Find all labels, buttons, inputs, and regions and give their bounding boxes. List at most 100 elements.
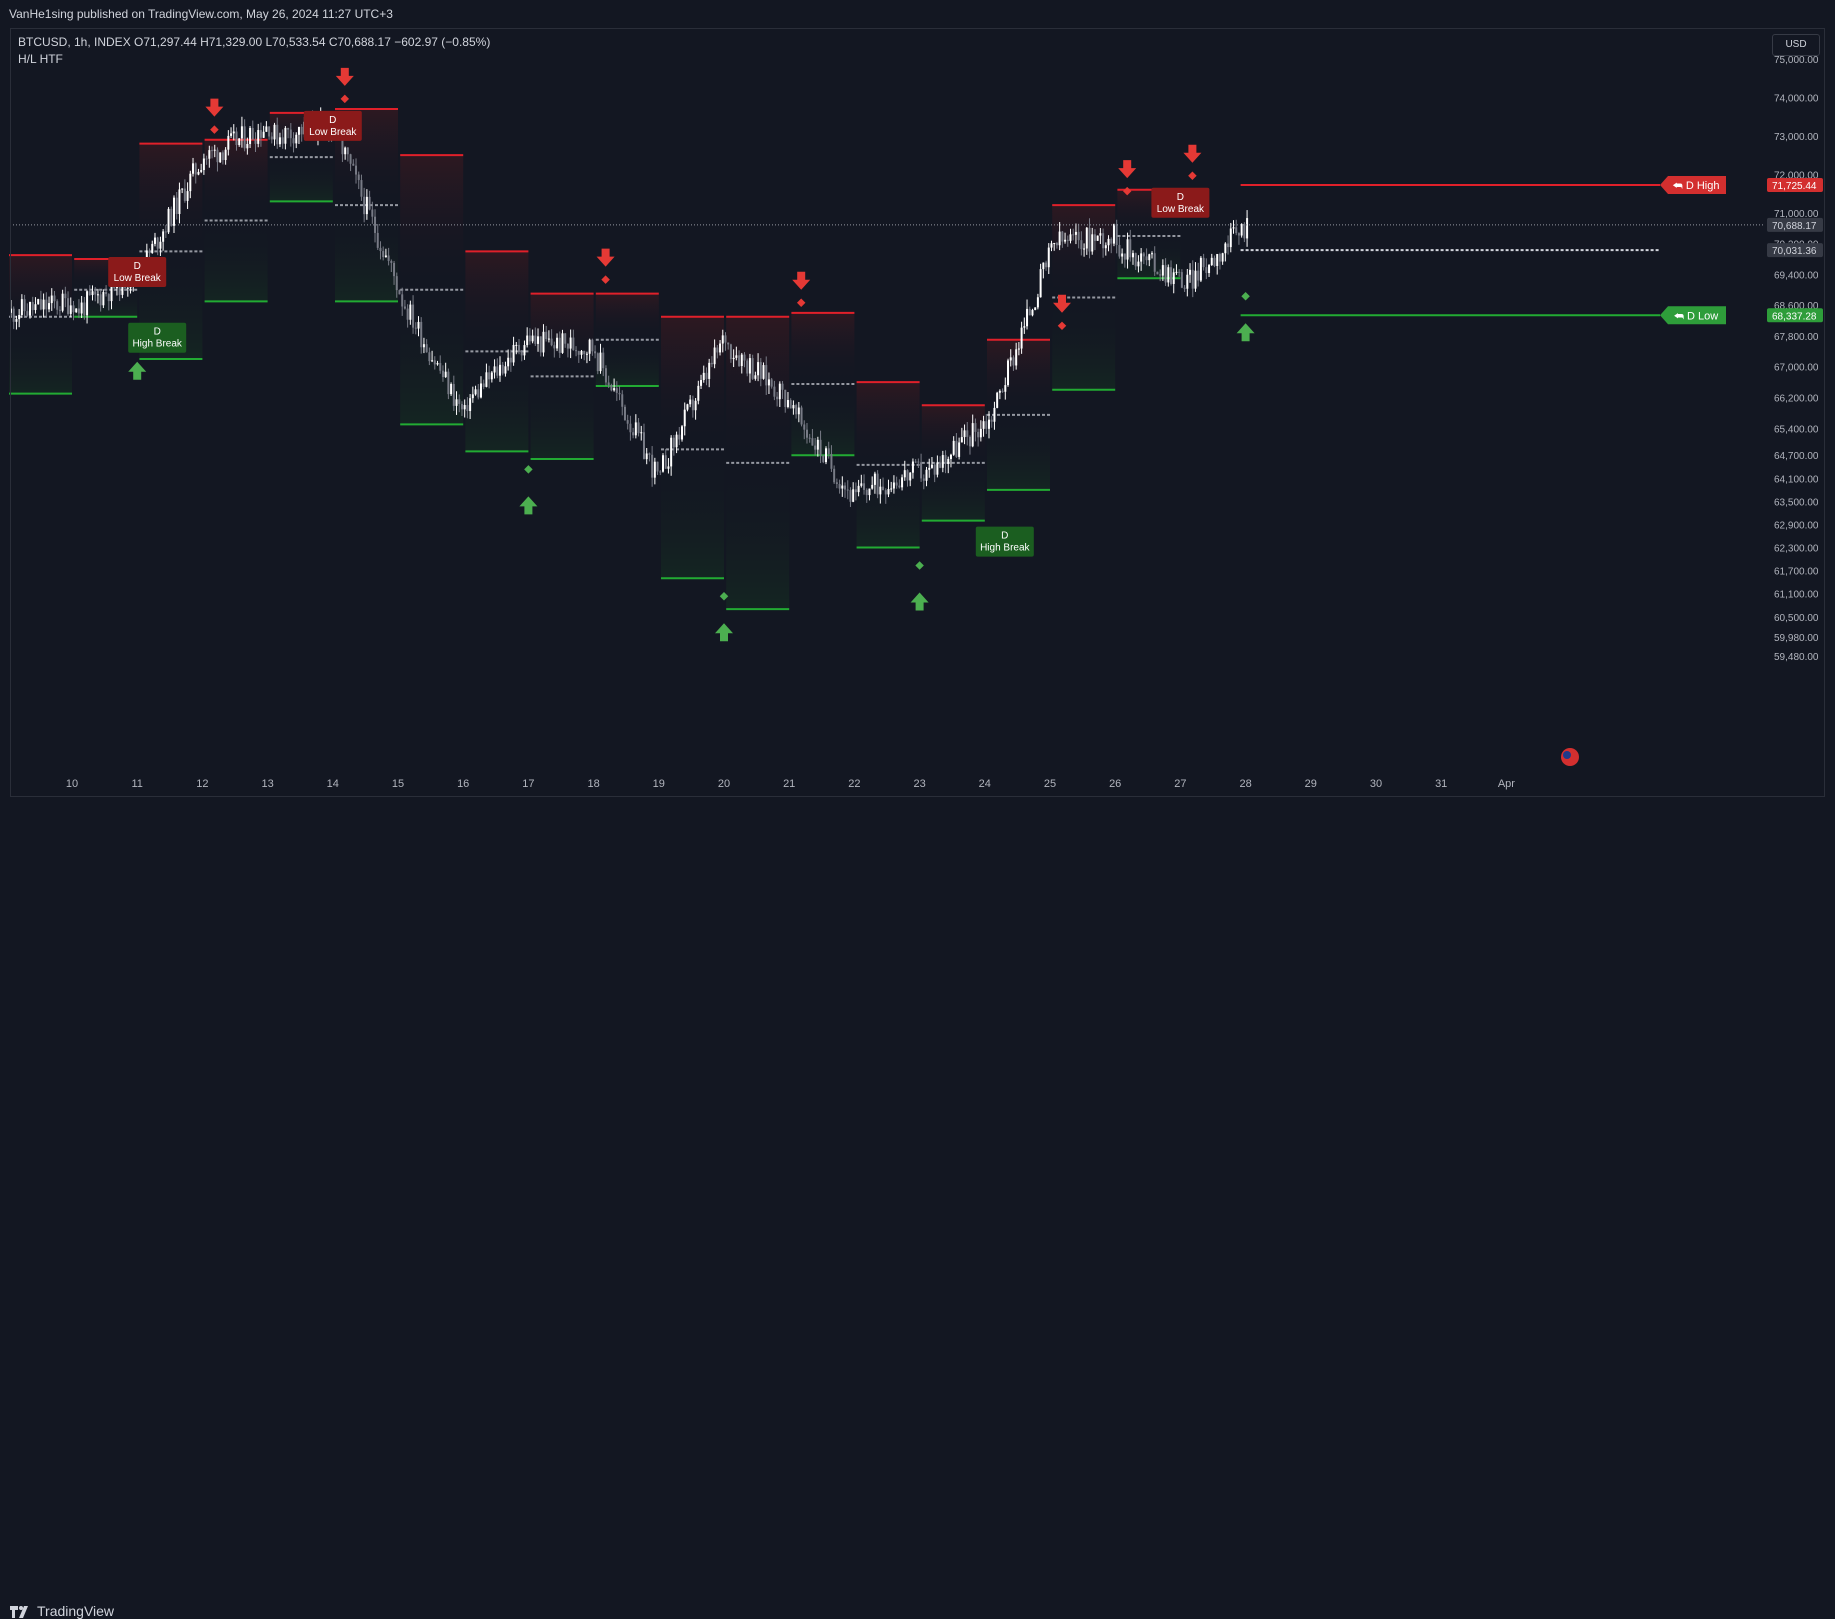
candle-body: [952, 440, 955, 455]
candle-body: [428, 352, 431, 362]
candle-body: [795, 405, 798, 415]
candle-body: [1026, 308, 1029, 327]
time-tick-label: 14: [327, 778, 339, 790]
candle-body: [990, 419, 993, 422]
up-arrow-icon: [715, 623, 733, 642]
candle-body: [1237, 233, 1240, 236]
candle-body: [1183, 287, 1186, 289]
candle-body: [629, 423, 632, 433]
candle-body: [966, 430, 969, 437]
candle-body: [1004, 385, 1007, 392]
candle-body: [460, 403, 463, 410]
price-tick-label: 75,000.00: [1774, 55, 1819, 66]
candle-body: [1099, 233, 1102, 236]
candle-body: [805, 429, 808, 438]
symbol-legend[interactable]: BTCUSD, 1h, INDEX O71,297.44 H71,329.00 …: [18, 35, 491, 49]
last-price-tag: 70,688.17: [1772, 221, 1817, 232]
candle-body: [719, 343, 722, 353]
candle-body: [281, 137, 284, 144]
candle-body: [45, 299, 48, 310]
candle-body: [528, 335, 531, 342]
candle-body: [417, 321, 420, 329]
candle-body: [409, 304, 412, 320]
candle-body: [618, 392, 621, 395]
candle-body: [911, 461, 914, 473]
candle-body: [273, 124, 276, 140]
time-tick-label: 21: [783, 778, 795, 790]
candle-body: [151, 243, 154, 254]
candle-body: [700, 380, 703, 386]
price-tick-label: 72,000.00: [1774, 170, 1819, 181]
candle-body: [29, 302, 32, 316]
tradingview-logo: TradingView: [10, 1603, 114, 1619]
candle-body: [705, 372, 708, 379]
candle-body: [596, 353, 599, 372]
candle-body: [469, 398, 472, 412]
up-arrow-icon: [519, 496, 538, 515]
candle-body: [58, 309, 61, 311]
candle-body: [632, 432, 635, 436]
candle-body: [88, 291, 91, 296]
candle-body: [610, 384, 613, 391]
price-tick-label: 69,400.00: [1774, 270, 1819, 281]
time-tick-label: 31: [1435, 778, 1447, 790]
candle-body: [156, 237, 159, 249]
candle-body: [276, 124, 279, 145]
time-tick-label: 26: [1109, 778, 1121, 790]
candle-body: [268, 126, 271, 137]
candle-body: [48, 303, 51, 310]
d-high-label: ⮪ D High: [1673, 180, 1720, 192]
candle-body: [841, 485, 844, 489]
candle-body: [1058, 231, 1061, 246]
candle-body: [72, 305, 75, 313]
candle-body: [18, 314, 21, 320]
candle-body: [634, 422, 637, 436]
candle-body: [770, 379, 773, 387]
candle-body: [1142, 253, 1145, 257]
candle-body: [1137, 261, 1140, 267]
candle-body: [509, 357, 512, 363]
low-price-tag: 68,337.28: [1772, 311, 1817, 322]
candle-body: [960, 437, 963, 443]
candle-body: [39, 299, 42, 310]
candle-body: [1159, 274, 1162, 276]
candle-body: [691, 399, 694, 411]
candle-body: [895, 482, 898, 486]
break-label-tf: D: [1001, 531, 1008, 542]
candle-body: [727, 342, 730, 345]
candle-body: [1197, 270, 1200, 281]
candle-body: [96, 294, 99, 296]
candle-body: [300, 126, 303, 135]
candle-body: [977, 431, 980, 438]
candle-body: [387, 255, 390, 261]
candle-body: [287, 127, 290, 130]
time-tick-label: 30: [1370, 778, 1382, 790]
candle-body: [640, 432, 643, 434]
candle-body: [412, 304, 415, 328]
candle-body: [162, 231, 165, 242]
break-label-box: [975, 526, 1034, 557]
candle-body: [295, 134, 298, 144]
low-marker-diamond: [524, 465, 533, 474]
candle-body: [23, 299, 26, 312]
candle-body: [773, 386, 776, 397]
down-arrow-icon: [596, 248, 615, 267]
candle-body: [583, 350, 586, 355]
currency-button[interactable]: USD: [1772, 34, 1820, 56]
candle-body: [868, 488, 871, 496]
candle-body: [675, 434, 678, 448]
candle-body: [844, 485, 847, 490]
time-axis: 10 11 12 13 14 15 16 17 18 19 20 21 22 23 24 25 26 27 28 29…: [66, 748, 1579, 790]
candle-body: [558, 337, 561, 353]
candle-body: [452, 384, 455, 406]
candle-body: [384, 255, 387, 258]
candle-body: [1191, 269, 1194, 289]
indicator-legend[interactable]: H/L HTF: [18, 52, 63, 66]
mid-price-tag-bg: [1767, 243, 1823, 258]
low-marker-diamond: [719, 592, 729, 601]
candle-body: [724, 335, 727, 343]
candle-body: [520, 351, 523, 356]
candle-body: [1053, 243, 1056, 245]
candle-body: [1129, 239, 1132, 258]
